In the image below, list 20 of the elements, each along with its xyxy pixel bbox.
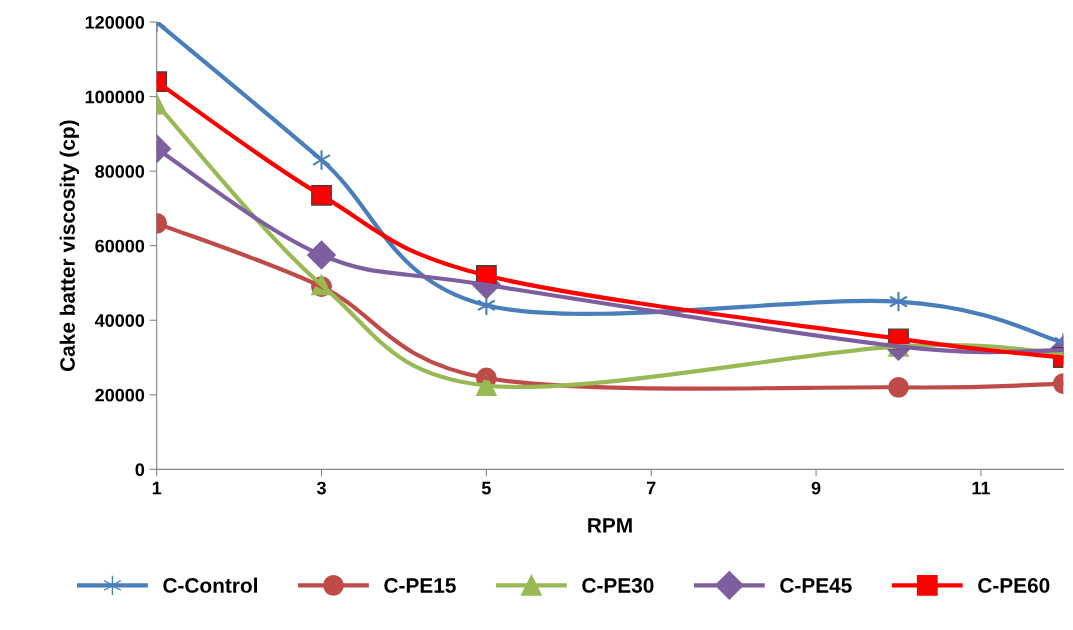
x-axis-title: RPM — [588, 518, 632, 533]
legend-label: C-PE45 — [780, 578, 852, 593]
x-tick-label: 3 — [316, 481, 326, 495]
legend-label: C-PE30 — [582, 578, 654, 593]
y-tick-label: 40000 — [94, 314, 145, 327]
x-tick-label: 9 — [811, 481, 821, 495]
x-tick-label: 7 — [646, 481, 656, 495]
x-tick-label: 1 — [152, 481, 162, 495]
x-tick-label: 11 — [972, 481, 990, 495]
y-tick-label: 80000 — [95, 165, 145, 178]
y-tick-label: 60000 — [95, 239, 145, 253]
legend-label: C-PE60 — [978, 578, 1050, 593]
y-tick-label: 100000 — [85, 90, 145, 104]
y-axis-title: Cake batter viscosity (cp) — [59, 120, 80, 372]
y-tick-label: 20000 — [95, 388, 145, 402]
x-tick-label: 5 — [481, 481, 491, 495]
y-tick-label: 120000 — [85, 15, 145, 29]
legend-label: C-Control — [163, 577, 257, 593]
y-tick-label: 0 — [135, 463, 145, 477]
legend-label: C-PE15 — [384, 578, 456, 593]
